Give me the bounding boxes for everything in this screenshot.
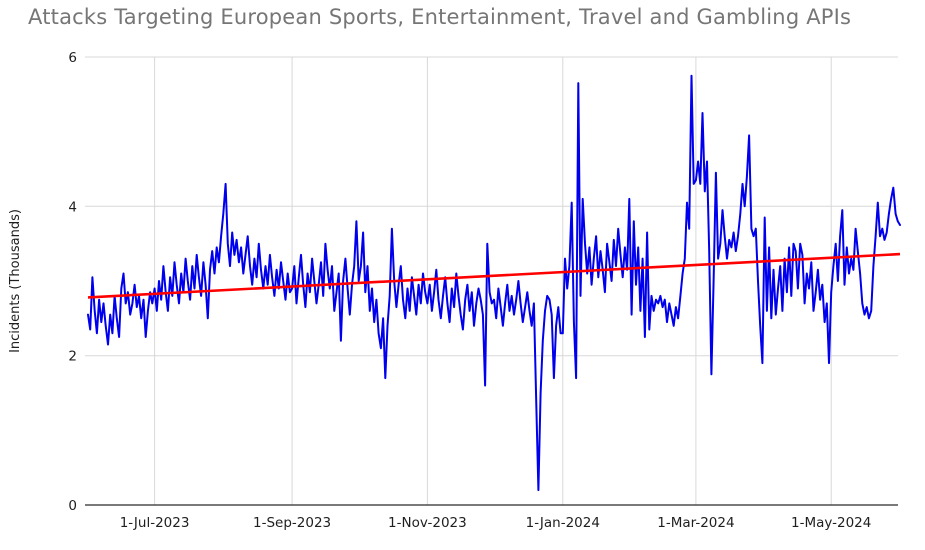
chart-title: Attacks Targeting European Sports, Enter… bbox=[28, 5, 852, 29]
x-tick-label: 1-Nov-2023 bbox=[388, 515, 467, 531]
x-tick-labels: 1-Jul-2023 1-Sep-2023 1-Nov-2023 1-Jan-2024… bbox=[120, 515, 872, 531]
gridlines bbox=[85, 56, 898, 505]
incidents-series-line bbox=[87, 74, 901, 492]
y-tick-label: 4 bbox=[68, 199, 77, 215]
data-series bbox=[87, 74, 901, 492]
y-tick-label: 2 bbox=[68, 349, 77, 365]
x-tick-label: 1-Sep-2023 bbox=[253, 515, 331, 531]
trend-line bbox=[87, 252, 901, 299]
y-tick-label: 6 bbox=[68, 50, 77, 66]
y-tick-labels: 0 2 4 6 bbox=[68, 50, 77, 514]
y-axis-title-text: Incidents (Thousands) bbox=[8, 209, 23, 353]
x-tick-label: 1-Jul-2023 bbox=[120, 515, 190, 531]
x-tick-label: 1-Jan-2024 bbox=[526, 515, 600, 531]
y-axis-title: Incidents (Thousands) bbox=[8, 209, 23, 353]
x-tick-label: 1-May-2024 bbox=[791, 515, 871, 531]
x-tick-label: 1-Mar-2024 bbox=[657, 515, 734, 531]
y-tick-label: 0 bbox=[68, 498, 77, 514]
